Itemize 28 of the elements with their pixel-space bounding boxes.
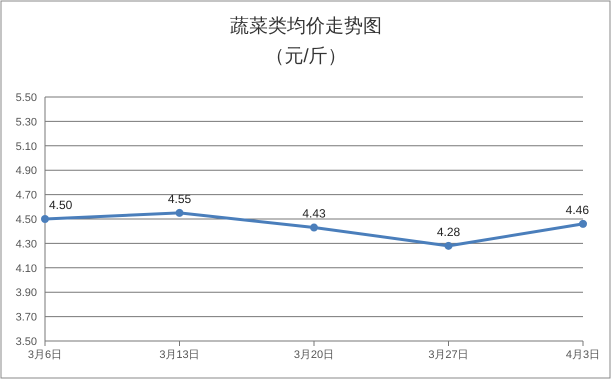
x-tick-label: 4月3日 <box>566 349 600 361</box>
x-tick-label: 3月6日 <box>28 349 62 361</box>
y-tick-label: 4.30 <box>16 238 37 250</box>
x-tick-label: 3月20日 <box>294 349 334 361</box>
point <box>310 224 318 232</box>
y-tick-label: 5.10 <box>16 140 37 153</box>
y-tick-label: 4.10 <box>16 262 37 275</box>
chart-title: 蔬菜类均价走势图 <box>230 16 382 37</box>
text: 4.46 <box>566 202 589 217</box>
y-tick-label: 4.90 <box>16 165 37 178</box>
x-tick-label: 3月27日 <box>428 349 469 361</box>
y-tick-label: 3.70 <box>16 312 37 324</box>
point <box>176 208 184 217</box>
y-tick-label: 4.50 <box>16 214 37 226</box>
y-tick-label: 4.70 <box>16 190 37 202</box>
y-tick-label: 5.50 <box>16 92 37 104</box>
point <box>444 242 452 250</box>
point <box>41 215 49 223</box>
y-tick-label: 3.50 <box>16 336 37 348</box>
chart-subtitle: （元/斤） <box>265 46 347 67</box>
text: 4.55 <box>168 192 192 206</box>
y-tick-label: 5.30 <box>16 116 37 128</box>
text: 4.28 <box>436 224 460 239</box>
text: 4.43 <box>302 206 326 221</box>
point <box>579 220 587 228</box>
text: 4.50 <box>49 198 72 212</box>
x-tick-label: 3月13日 <box>159 349 200 361</box>
y-tick-label: 3.90 <box>16 287 37 300</box>
